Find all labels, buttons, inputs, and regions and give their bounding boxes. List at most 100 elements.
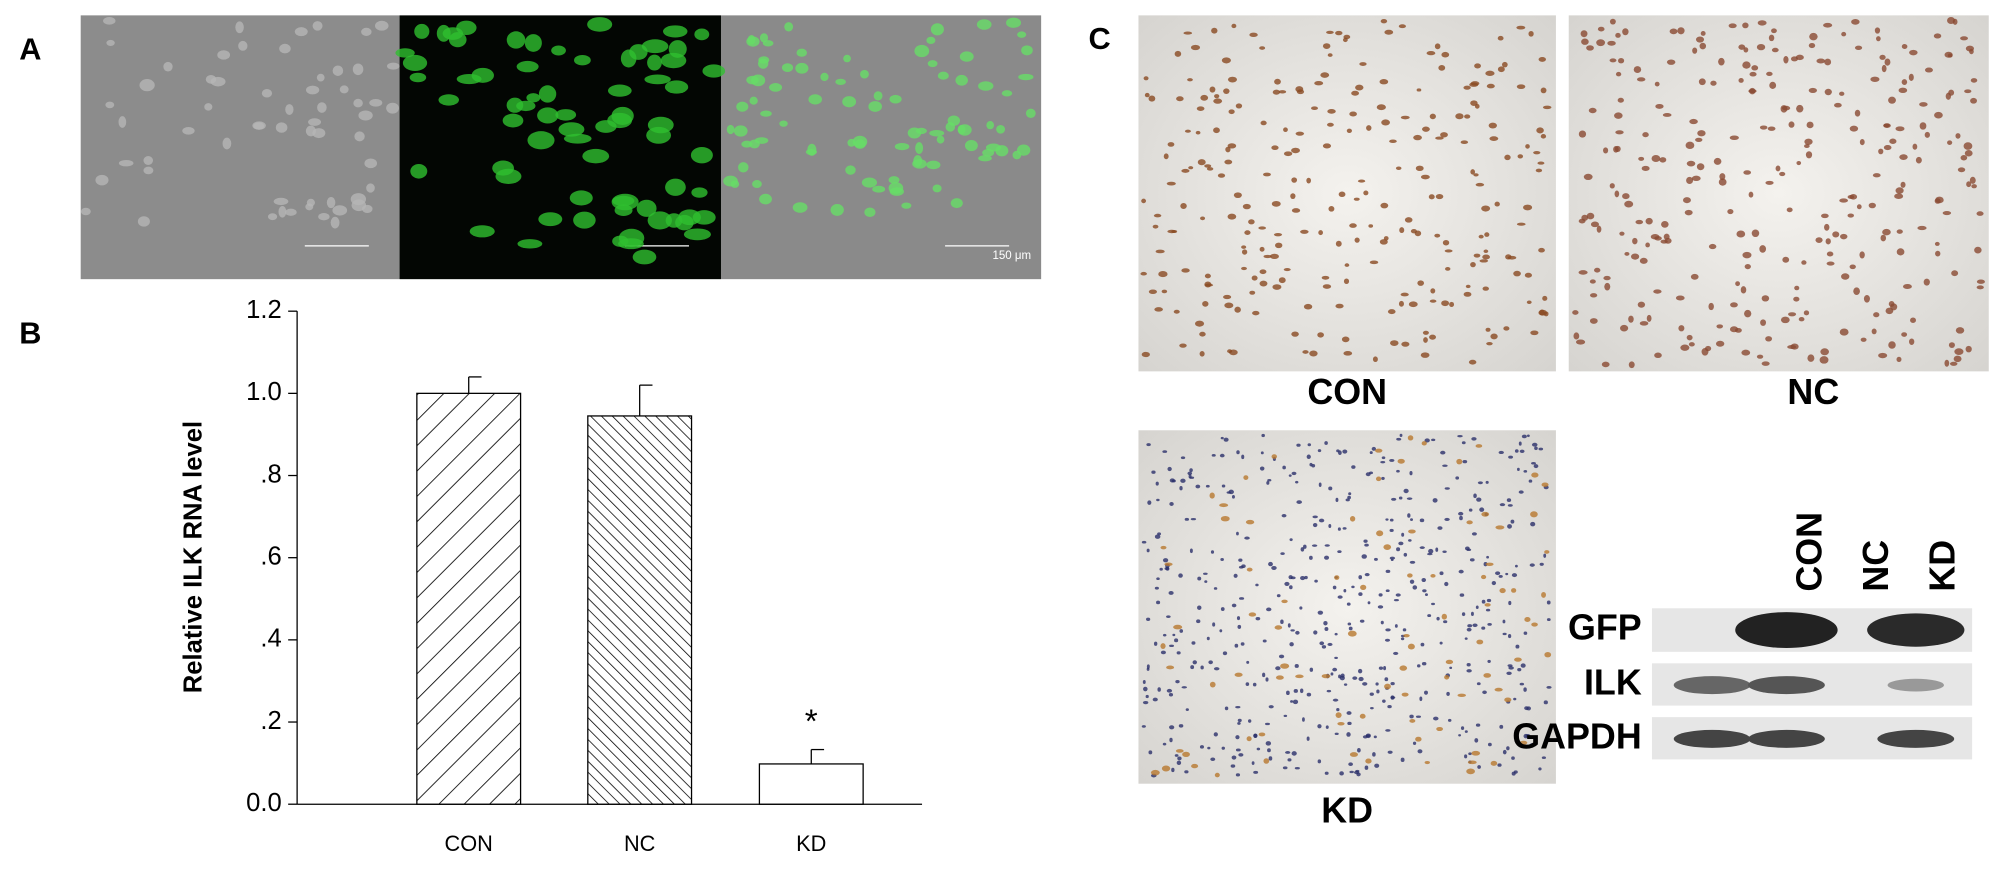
cell: [1171, 229, 1178, 234]
cell: [1934, 241, 1940, 246]
cell: [1157, 687, 1161, 692]
cell: [1481, 599, 1486, 604]
cell: [1761, 295, 1770, 302]
cell: [1161, 289, 1168, 294]
cell: [1526, 300, 1532, 304]
cell: [1374, 763, 1380, 768]
cell: [1314, 579, 1318, 583]
cell: [1148, 95, 1156, 102]
cell: [1219, 629, 1223, 633]
cell: [1578, 130, 1587, 138]
cell: [1166, 615, 1171, 618]
cell: [1699, 42, 1707, 50]
cell: [1343, 278, 1350, 285]
cell: [524, 34, 542, 52]
cell: [1534, 446, 1538, 451]
cell: [1409, 470, 1413, 476]
cell: [1573, 332, 1580, 340]
cell: [1530, 521, 1536, 527]
cell: [936, 135, 945, 144]
cell: [1680, 344, 1690, 351]
cell: [1334, 732, 1339, 736]
band: [1748, 729, 1825, 748]
cell: [852, 135, 868, 148]
cell: [1189, 468, 1193, 473]
cell: [1423, 337, 1428, 343]
cell: [1384, 683, 1391, 690]
panel-label: A: [19, 31, 41, 66]
cell: [1289, 585, 1293, 590]
cell: [1910, 317, 1916, 323]
cell: [1622, 28, 1629, 36]
cell: [1307, 443, 1312, 447]
cell: [366, 183, 375, 193]
cell: [1486, 341, 1493, 346]
cell: [1148, 750, 1153, 755]
cell: [1748, 191, 1754, 198]
cell: [1954, 348, 1964, 356]
cell: [1719, 173, 1726, 181]
cell: [1233, 192, 1242, 199]
cell: [551, 45, 566, 56]
cell: [1253, 733, 1258, 739]
cell: [1380, 620, 1384, 625]
cell: [1424, 438, 1430, 443]
cell: [1511, 756, 1515, 760]
cell: [1976, 285, 1984, 290]
cell: [1478, 234, 1484, 239]
cell: [986, 121, 995, 130]
cell: [1474, 738, 1479, 743]
cell: [1713, 157, 1722, 165]
cell: [1953, 355, 1962, 363]
cell: [1266, 607, 1272, 612]
cell: [1300, 688, 1304, 694]
cell: [1245, 519, 1255, 525]
cell: [1632, 237, 1638, 245]
cell: [1372, 356, 1378, 363]
cell: [1597, 26, 1605, 32]
cell: [1290, 576, 1296, 580]
cell: [1529, 563, 1535, 567]
cell: [1786, 207, 1793, 213]
cell: [1300, 576, 1306, 581]
cell: [1236, 450, 1240, 455]
cell: [1432, 498, 1438, 503]
cell: [350, 193, 367, 206]
cell: [1796, 104, 1804, 113]
cell: [1480, 574, 1487, 580]
cell: [1280, 619, 1284, 625]
cell: [1490, 760, 1498, 766]
cell: [1457, 434, 1463, 438]
cell: [1440, 450, 1446, 455]
cell: [1412, 585, 1418, 590]
cell: [1283, 127, 1288, 133]
cell: [1589, 318, 1598, 324]
cell: [1484, 232, 1490, 237]
cell: [1271, 200, 1281, 207]
cell: [607, 84, 632, 97]
cell: [1306, 736, 1310, 741]
cell: [1491, 581, 1497, 586]
cell: [1381, 456, 1386, 460]
cell: [1840, 233, 1848, 240]
cell: [784, 22, 794, 32]
cell: [1289, 642, 1294, 647]
cell: [1435, 547, 1439, 552]
cell: [1302, 717, 1305, 722]
cell: [294, 27, 308, 37]
cell: [1808, 42, 1816, 49]
cell: [1459, 593, 1465, 597]
cell: [1402, 628, 1407, 632]
cell: [723, 175, 738, 187]
cell: [1351, 585, 1355, 589]
y-tick-label: 0.0: [246, 789, 282, 817]
cell: [1360, 584, 1367, 591]
cell: [1334, 575, 1340, 580]
cell: [1327, 122, 1334, 127]
cell: [1617, 97, 1624, 103]
cell: [873, 91, 883, 101]
cell: [1899, 154, 1908, 160]
cell: [1244, 536, 1250, 540]
cell: [1145, 694, 1149, 699]
cell: [1390, 695, 1395, 700]
